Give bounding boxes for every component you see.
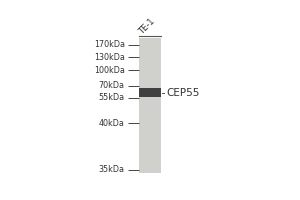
Text: 100kDa: 100kDa <box>94 66 125 75</box>
Text: TE-1: TE-1 <box>137 17 156 37</box>
Bar <box>139 88 161 97</box>
Text: CEP55: CEP55 <box>167 88 200 98</box>
Text: 170kDa: 170kDa <box>94 40 125 49</box>
Text: 35kDa: 35kDa <box>99 165 125 174</box>
Text: 70kDa: 70kDa <box>99 81 125 90</box>
Text: 40kDa: 40kDa <box>99 119 125 128</box>
Text: 130kDa: 130kDa <box>94 53 125 62</box>
Bar <box>139 38 161 173</box>
Text: 55kDa: 55kDa <box>99 93 125 102</box>
